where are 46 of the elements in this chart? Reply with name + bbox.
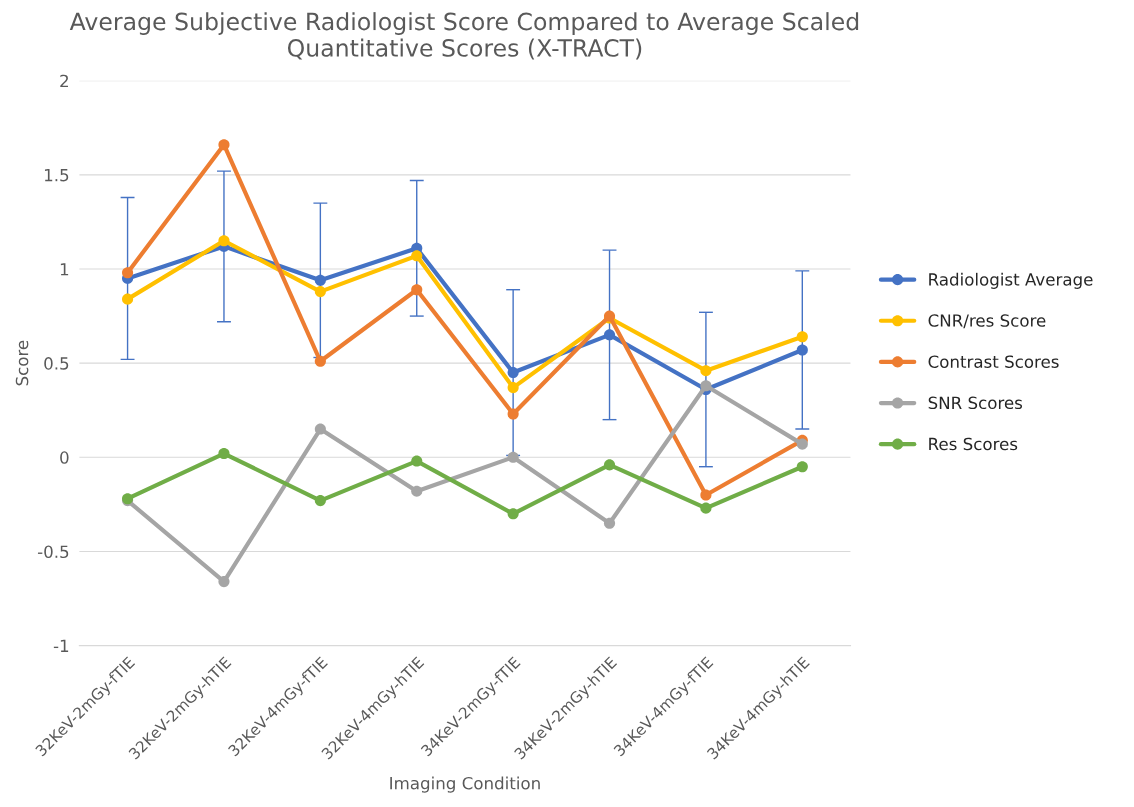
point bbox=[507, 508, 519, 520]
point bbox=[700, 380, 712, 392]
point bbox=[796, 461, 808, 473]
point bbox=[314, 286, 326, 298]
point bbox=[218, 139, 230, 151]
y-tick-label: 2 bbox=[60, 74, 68, 88]
point bbox=[507, 367, 519, 379]
y-tick-label: 1.5 bbox=[44, 169, 69, 182]
point bbox=[700, 365, 712, 377]
y-tick-label: 1 bbox=[60, 263, 69, 276]
legend-label: CNR/res Score bbox=[928, 314, 1046, 329]
point bbox=[507, 451, 519, 463]
point bbox=[314, 274, 326, 286]
point bbox=[796, 438, 808, 450]
point bbox=[603, 459, 616, 471]
point bbox=[411, 284, 423, 296]
point bbox=[507, 382, 519, 394]
point bbox=[603, 517, 616, 529]
point bbox=[218, 235, 230, 247]
legend-label: Contrast Scores bbox=[928, 355, 1059, 368]
y-axis-title: Score bbox=[15, 340, 29, 386]
x-axis-title: Imaging Condition bbox=[390, 776, 540, 793]
y-tick-label: -1 bbox=[53, 639, 69, 652]
point bbox=[218, 447, 230, 460]
point bbox=[507, 408, 519, 420]
point bbox=[603, 329, 616, 341]
point bbox=[700, 502, 712, 514]
point bbox=[314, 355, 326, 367]
y-tick-label: 0 bbox=[60, 451, 69, 464]
y-tick-label: 0.5 bbox=[44, 357, 69, 370]
point bbox=[796, 331, 808, 343]
y-tick-label: -0.5 bbox=[37, 545, 69, 559]
point bbox=[411, 455, 423, 467]
point bbox=[218, 576, 230, 588]
point bbox=[122, 293, 134, 305]
legend-label: Res Scores bbox=[929, 437, 1018, 451]
point bbox=[314, 495, 326, 507]
chart-title: Average Subjective Radiologist Score Compared to Average Scaled Quantitative Scores (X-TRACT) bbox=[69, 12, 859, 60]
legend-label: SNR Scores bbox=[928, 396, 1023, 410]
point bbox=[700, 489, 712, 501]
point bbox=[122, 267, 134, 279]
legend-label: Radiologist Average bbox=[929, 272, 1093, 289]
point bbox=[411, 250, 423, 262]
point bbox=[796, 344, 808, 356]
point bbox=[314, 423, 326, 435]
point bbox=[411, 485, 423, 497]
